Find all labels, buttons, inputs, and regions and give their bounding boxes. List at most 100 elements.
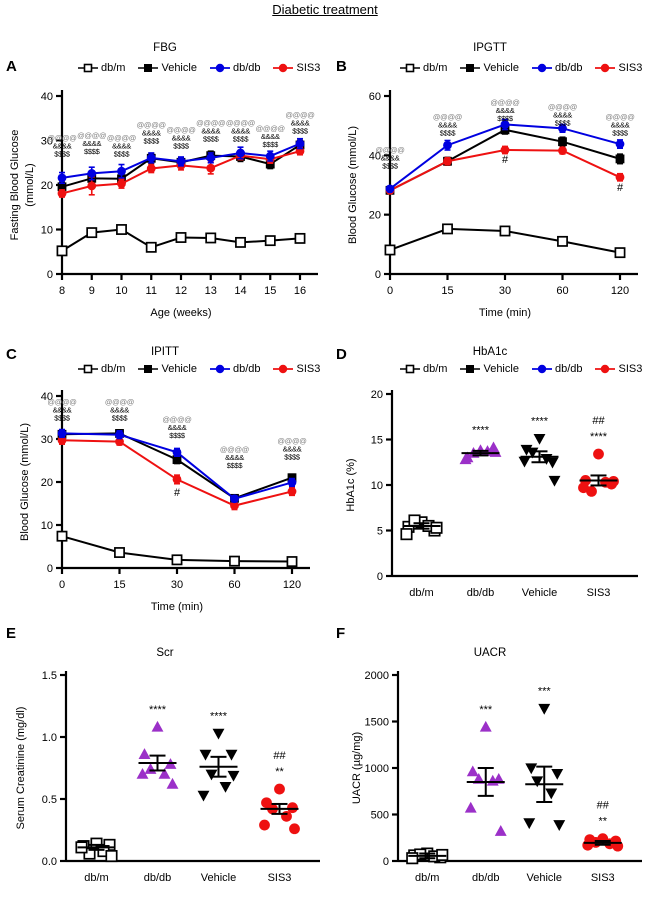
data-point-triangle-up [494,825,507,836]
legend-item-dbm[interactable]: db/m [400,363,447,375]
scatter-group-SIS3: ** ## [582,800,624,852]
filled-circle-line-icon [531,63,552,73]
data-point-filled-circle [146,164,156,173]
x-axis-label: Time (min) [479,307,531,319]
data-point-filled-circle [236,148,245,158]
x-tick-label: 30 [499,285,511,297]
data-point-open-square [56,530,68,542]
data-point-open-square [205,232,217,244]
legend-item-sis3[interactable]: SIS3 [595,62,642,74]
chart-fbg: 0 10 20 30 40 8 9 10 11 12 13 14 15 16 Age (weeks) Fast… [9,90,318,319]
data-point-open-square [614,247,626,259]
legend-label-dbdb: db/db [554,62,583,74]
data-point-triangle-down [523,818,536,830]
series-db-m [56,224,306,257]
x-tick-label: 16 [294,285,306,297]
significance-annotation: @@@@&&&&$$$$ [77,131,107,156]
sig-at-symbol: @@@@ [166,125,195,134]
legend-item-sis3[interactable]: SIS3 [595,363,642,375]
data-point-triangle-down [546,457,559,469]
legend-item-dbdb[interactable]: db/db [531,62,583,74]
legend-item-vehicle[interactable]: Vehicle [138,363,197,375]
y-tick-label: 1500 [365,717,389,729]
open-square-line-icon [78,63,98,73]
x-tick-label: 14 [234,285,246,297]
legend-item-dbm[interactable]: db/m [78,363,125,375]
legend-item-vehicle[interactable]: Vehicle [138,62,197,74]
y-tick-label: 0 [383,856,389,868]
data-point-triangle-down [531,776,544,788]
data-point-filled-circle [385,184,395,194]
data-point-triangle-down [553,820,566,831]
legend-label-sis3: SIS3 [618,363,643,375]
data-point-open-square [171,554,183,566]
series-db-db [385,118,625,194]
panel-fbg: A FBG db/m Vehicle db/db SIS3 0 10 20 30 40 8… [0,40,330,340]
data-point-triangle-up [158,767,171,779]
legend-label-dbm: db/m [101,363,126,375]
sig-dollar-symbol: $$$$ [54,414,71,423]
x-category-label: db/m [415,872,439,884]
series-db-m [384,223,626,259]
legend-item-dbm[interactable]: db/m [400,62,447,74]
significance-annotation: @@@@&&&&$$$$ [490,98,520,123]
data-point-open-square [294,232,306,244]
data-point-filled-circle [281,810,292,822]
data-point-filled-circle [57,435,67,445]
data-point-filled-square [558,137,567,147]
data-point-triangle-down [225,749,238,761]
sig-at-symbol: @@@@ [285,110,314,119]
data-point-triangle-up [459,453,472,465]
sig-dollar-symbol: $$$$ [203,134,220,143]
legend-item-vehicle[interactable]: Vehicle [460,363,519,375]
legend-item-dbdb[interactable]: db/db [531,363,582,375]
legend-item-dbdb[interactable]: db/db [209,363,261,375]
panel-letter-b: B [336,58,347,75]
sig-at-symbol: @@@@ [220,445,249,454]
data-point-filled-circle [117,179,126,189]
sig-dollar-symbol: $$$$ [263,140,280,149]
data-point-filled-square [615,154,625,164]
sig-amp-symbol: &&&& [611,121,630,130]
data-point-filled-circle [172,447,182,457]
scatter-group-db-db: **** [459,425,502,465]
significance-annotation: @@@@&&&&$$$$ [47,398,77,423]
legend-item-vehicle[interactable]: Vehicle [460,62,519,74]
y-tick-label: 0 [47,563,53,575]
sig-dollar-symbol: $$$$ [227,461,244,470]
chart-ipgtt: 0 20 40 60 0 15 30 60 120 Time (min) Blood Glucose… [347,90,638,319]
data-point-filled-circle [289,823,300,835]
y-tick-label: 2000 [365,670,389,682]
y-tick-label: 20 [41,477,53,489]
legend-item-dbm[interactable]: db/m [78,62,125,74]
data-point-triangle-down [219,782,232,793]
significance-marker: ## [592,415,605,427]
data-point-open-square [384,244,396,256]
legend-item-sis3[interactable]: SIS3 [273,363,320,375]
filled-circle-line-icon [273,364,294,374]
data-point-filled-circle [176,157,186,166]
x-category-label: db/db [144,872,172,884]
sig-amp-symbol: &&&& [283,444,302,453]
sig-at-symbol: @@@@ [375,145,404,154]
sig-dollar-symbol: $$$$ [84,147,101,156]
x-tick-label: 15 [264,285,276,297]
data-point-open-square [406,852,419,865]
data-point-filled-circle [115,430,124,440]
data-point-filled-square [172,455,182,465]
legend-item-sis3[interactable]: SIS3 [273,62,320,74]
data-point-triangle-down [533,434,546,445]
sig-amp-symbol: &&&& [225,453,244,462]
panel-title-hba1c: HbA1c [472,346,508,358]
sig-dollar-symbol: $$$$ [292,126,309,135]
significance-annotation: @@@@&&&&$$$$ [256,124,286,149]
sig-amp-symbol: &&&& [496,106,515,115]
data-point-triangle-down [538,703,551,715]
legend-label-dbdb: db/db [232,363,261,375]
legend-hba1c: db/m Vehicle db/db SIS3 [400,363,642,375]
sig-amp-symbol: &&&& [112,142,131,151]
scatter-group-Vehicle: **** [197,710,240,802]
legend-item-dbdb[interactable]: db/db [209,62,260,74]
data-point-triangle-down [212,728,225,740]
data-point-filled-circle [287,802,298,814]
